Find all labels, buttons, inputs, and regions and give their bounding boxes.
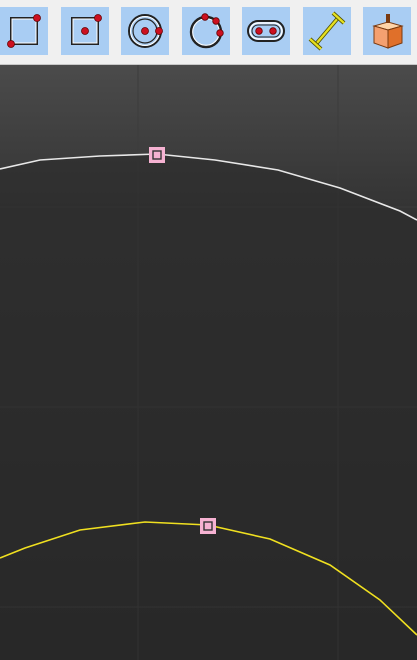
circle-center-point-icon xyxy=(128,14,163,48)
yellow-curve-vertex-marker[interactable] xyxy=(200,518,216,534)
sketch-face-region xyxy=(0,154,417,660)
part-design-tool-button[interactable] xyxy=(363,7,411,55)
circle-three-points-icon xyxy=(189,13,224,49)
slot-tool-button[interactable] xyxy=(242,7,290,55)
rectangle-corner-points-icon xyxy=(7,14,41,48)
rectangle-tool-button[interactable] xyxy=(0,7,48,55)
centered-rectangle-tool-button[interactable] xyxy=(61,7,109,55)
sketcher-toolbar xyxy=(0,0,417,65)
circle-three-points-tool-button[interactable] xyxy=(182,7,230,55)
circle-center-tool-button[interactable] xyxy=(121,7,169,55)
sketch-3d-viewport[interactable] xyxy=(0,65,417,660)
centered-rectangle-icon xyxy=(71,14,102,45)
dimension-constraint-tool-button[interactable] xyxy=(303,7,351,55)
sketch-canvas[interactable] xyxy=(0,65,417,660)
orange-cube-icon xyxy=(372,14,404,49)
slot-icon xyxy=(247,20,285,42)
dimension-constraint-icon xyxy=(308,11,346,51)
white-curve-vertex-marker[interactable] xyxy=(149,147,165,163)
white-arc-curve[interactable] xyxy=(0,153,417,221)
